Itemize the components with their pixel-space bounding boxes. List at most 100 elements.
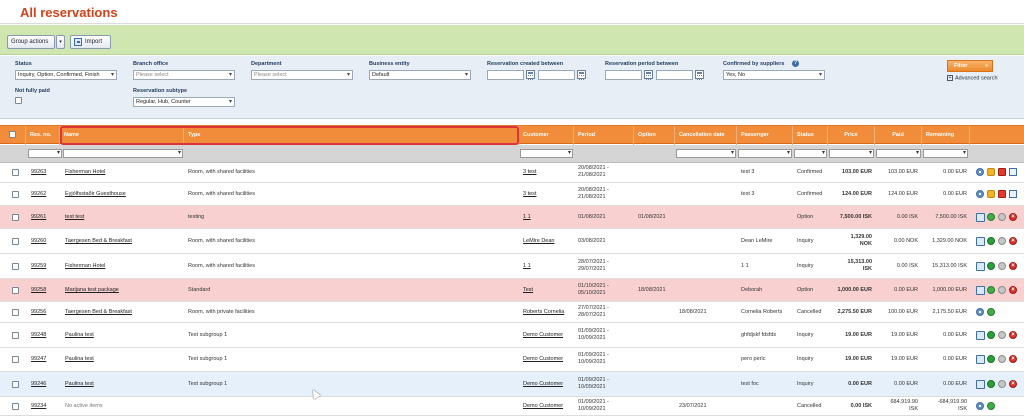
- disabled-action-icon[interactable]: [998, 237, 1006, 245]
- reservation-name-link[interactable]: Taergesen Bed & Breakfast: [65, 309, 132, 315]
- group-actions-button[interactable]: Group actions: [7, 35, 55, 49]
- multi-document-icon[interactable]: [976, 237, 985, 246]
- subtype-select[interactable]: Regular, Hub, Counter: [133, 97, 235, 107]
- department-select[interactable]: Please select: [251, 70, 353, 80]
- reservation-name-link[interactable]: Paulina test: [65, 356, 94, 362]
- created-to-input[interactable]: [538, 70, 575, 80]
- group-actions-dropdown-icon[interactable]: ▾: [56, 35, 65, 49]
- row-checkbox[interactable]: [12, 263, 19, 270]
- table-row[interactable]: 99246 Paulina test Test subgroup 1 Demo Cus…: [0, 372, 1024, 397]
- confirm-check-icon[interactable]: [987, 402, 995, 410]
- multi-document-icon[interactable]: [976, 286, 985, 295]
- select-all-checkbox[interactable]: [9, 131, 16, 138]
- customer-link[interactable]: Test: [523, 287, 534, 293]
- customer-link[interactable]: Roberts Cornelia: [523, 309, 565, 315]
- play-icon[interactable]: [987, 262, 995, 270]
- disabled-action-icon[interactable]: [998, 213, 1006, 221]
- multi-document-icon[interactable]: [976, 355, 985, 364]
- document-icon[interactable]: [1009, 190, 1017, 198]
- table-row[interactable]: 99248 Paulina test Test subgroup 1 Demo Cus…: [0, 323, 1024, 348]
- play-icon[interactable]: [987, 380, 995, 388]
- row-checkbox[interactable]: [12, 403, 19, 410]
- status-filter[interactable]: [794, 149, 827, 158]
- column-header-name[interactable]: Name: [60, 126, 184, 145]
- reservation-name-link[interactable]: Marijana test package: [65, 287, 119, 293]
- stop-icon[interactable]: [998, 190, 1006, 198]
- settings-gear-icon[interactable]: [976, 168, 984, 176]
- customer-link[interactable]: 1 1: [523, 214, 531, 220]
- paid-filter[interactable]: [876, 149, 921, 158]
- column-header-passenger[interactable]: Passenger: [737, 126, 793, 145]
- column-header-option[interactable]: Option: [634, 126, 675, 145]
- row-checkbox[interactable]: [12, 169, 19, 176]
- column-header-paid[interactable]: Paid: [875, 126, 922, 145]
- delete-icon[interactable]: ×: [1009, 355, 1017, 363]
- period-from-input[interactable]: [605, 70, 642, 80]
- confirm-check-icon[interactable]: [987, 286, 995, 294]
- settings-gear-icon[interactable]: [976, 190, 984, 198]
- settings-gear-icon[interactable]: [976, 308, 984, 316]
- help-icon[interactable]: ?: [792, 60, 799, 67]
- remaining-filter[interactable]: [923, 149, 968, 158]
- delete-icon[interactable]: ×: [1009, 331, 1017, 339]
- column-header-remaining[interactable]: Remaining: [922, 126, 970, 145]
- disabled-action-icon[interactable]: [998, 355, 1006, 363]
- reservation-name-link[interactable]: Paulina test: [65, 332, 94, 338]
- delete-icon[interactable]: ×: [1009, 380, 1017, 388]
- business-entity-select[interactable]: Default: [369, 70, 471, 80]
- table-row[interactable]: 99258 Marijana test package Standard Test 01…: [0, 279, 1024, 302]
- reservation-number-link[interactable]: 99248: [31, 332, 47, 338]
- multi-document-icon[interactable]: [976, 262, 985, 271]
- table-row[interactable]: 99256 Taergesen Bed & Breakfast Room, with…: [0, 302, 1024, 323]
- name-filter[interactable]: [63, 149, 183, 158]
- play-icon[interactable]: [987, 355, 995, 363]
- cancellation-date-filter[interactable]: [676, 149, 736, 158]
- document-icon[interactable]: [1009, 168, 1017, 176]
- reservation-name-link[interactable]: Taergesen Bed & Breakfast: [65, 238, 132, 244]
- reservation-name-link[interactable]: Eyjólfsstaðir Guesthouse: [65, 191, 126, 197]
- column-header-res-no[interactable]: Res. no.: [26, 126, 60, 145]
- multi-document-icon[interactable]: [976, 213, 985, 222]
- customer-filter[interactable]: [520, 149, 573, 158]
- table-row[interactable]: 99234 No active items Demo Customer 01/09/2…: [0, 397, 1024, 416]
- res-no-filter[interactable]: [28, 149, 62, 158]
- reservation-number-link[interactable]: 99261: [31, 214, 47, 220]
- customer-link[interactable]: 1 1: [523, 263, 531, 269]
- table-row[interactable]: 99247 Paulina test Test subgroup 1 Demo Cus…: [0, 348, 1024, 372]
- reservation-number-link[interactable]: 99262: [31, 191, 47, 197]
- row-checkbox[interactable]: [12, 287, 19, 294]
- column-header-customer[interactable]: Customer: [519, 126, 574, 145]
- settings-gear-icon[interactable]: [976, 402, 984, 410]
- customer-link[interactable]: Demo Customer: [523, 356, 564, 362]
- customer-link[interactable]: Demo Customer: [523, 381, 564, 387]
- status-filter-select[interactable]: Inquiry, Option, Confirmed, Finish: [15, 70, 117, 80]
- not-fully-paid-checkbox[interactable]: [15, 97, 22, 104]
- table-row[interactable]: 99260 Taergesen Bed & Breakfast Room, with…: [0, 229, 1024, 254]
- delete-icon[interactable]: ×: [1009, 262, 1017, 270]
- row-checkbox[interactable]: [12, 238, 19, 245]
- multi-document-icon[interactable]: [976, 380, 985, 389]
- table-row[interactable]: 99263 Fisherman Hotel Room, with shared fa…: [0, 163, 1024, 183]
- branch-office-select[interactable]: Please select: [133, 70, 235, 80]
- disabled-action-icon[interactable]: [998, 331, 1006, 339]
- column-header-price[interactable]: Price: [828, 126, 875, 145]
- delete-icon[interactable]: ×: [1009, 286, 1017, 294]
- row-checkbox[interactable]: [12, 214, 19, 221]
- reservation-number-link[interactable]: 99259: [31, 263, 47, 269]
- reservation-name-link[interactable]: Fisherman Hotel: [65, 169, 106, 175]
- reservation-number-link[interactable]: 99258: [31, 287, 47, 293]
- reservation-number-link[interactable]: 99247: [31, 356, 47, 362]
- row-checkbox[interactable]: [12, 356, 19, 363]
- column-header-period[interactable]: Period: [574, 126, 634, 145]
- confirm-check-icon[interactable]: [987, 213, 995, 221]
- reservation-number-link[interactable]: 99246: [31, 381, 47, 387]
- reservation-name-link[interactable]: Paulina test: [65, 381, 94, 387]
- created-from-input[interactable]: [487, 70, 524, 80]
- calendar-icon[interactable]: [644, 70, 653, 80]
- calendar-icon[interactable]: [526, 70, 535, 80]
- advanced-search-link[interactable]: + Advanced search: [947, 75, 998, 81]
- confirmed-by-suppliers-select[interactable]: Yes, No: [723, 70, 825, 80]
- calendar-icon[interactable]: [695, 70, 704, 80]
- reservation-name-link[interactable]: test test: [65, 214, 85, 220]
- multi-document-icon[interactable]: [976, 331, 985, 340]
